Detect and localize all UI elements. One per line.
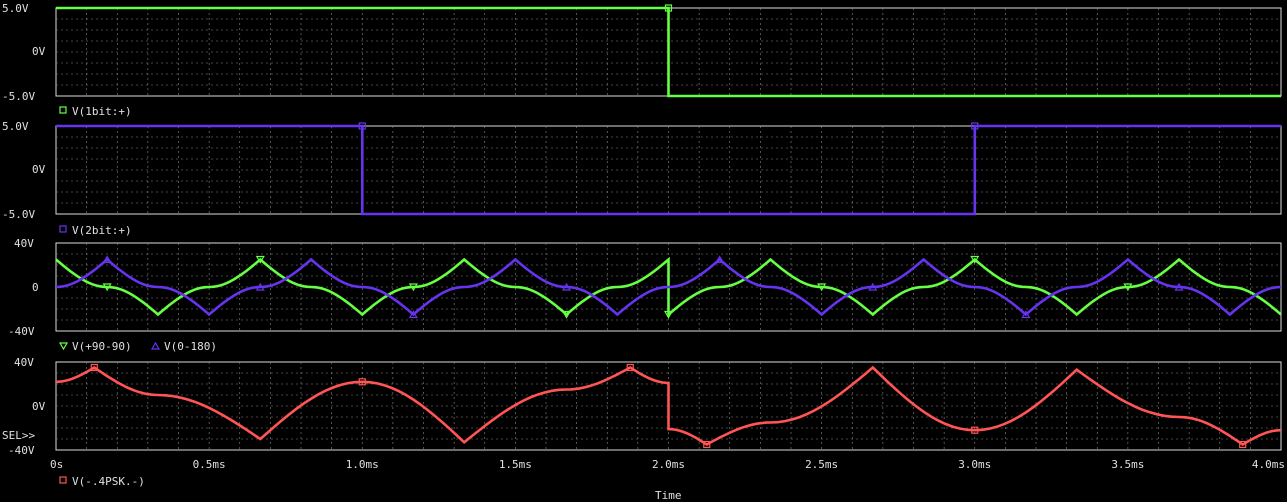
legend-label: V(2bit:+) xyxy=(72,224,132,237)
data-marker xyxy=(970,255,980,264)
data-marker xyxy=(703,440,711,449)
data-marker xyxy=(971,122,979,130)
y-tick-label: 0V xyxy=(32,45,46,58)
data-marker xyxy=(1123,283,1133,292)
legend-label: V(-.4PSK.-) xyxy=(72,475,145,488)
data-marker xyxy=(102,255,112,264)
y-tick-label: 0V xyxy=(32,400,46,413)
legend-entry: V(0-180) xyxy=(150,340,217,353)
series-line xyxy=(55,365,1282,447)
x-tick-label: 2.0ms xyxy=(652,458,685,471)
panel-2bit: 5.0V 0V -5.0V V(2bit:+) xyxy=(2,120,1282,237)
data-marker xyxy=(408,283,418,292)
x-axis-label: Time xyxy=(655,489,682,502)
legend-label: V(0-180) xyxy=(164,340,217,353)
x-tick-label: 0.5ms xyxy=(193,458,226,471)
legend-label: V(1bit:+) xyxy=(72,105,132,118)
x-tick-label: 2.5ms xyxy=(805,458,838,471)
x-tick-label: 1.5ms xyxy=(499,458,532,471)
y-tick-label: -40V xyxy=(8,444,35,457)
data-marker xyxy=(561,282,572,291)
y-tick-label: -5.0V xyxy=(2,90,35,103)
y-tick-label: -5.0V xyxy=(2,208,35,221)
square-marker-icon xyxy=(59,476,67,484)
panel-4psk: 40V 0V SEL>> -40V V(-.4PSK.-) xyxy=(2,356,1282,488)
y-tick-label: 40V xyxy=(14,237,34,250)
series-line xyxy=(56,6,1281,98)
legend-entry: V(2bit:+) xyxy=(59,224,132,237)
legend-entry: V(1bit:+) xyxy=(59,105,132,118)
x-tick-label: 3.0ms xyxy=(958,458,991,471)
data-marker xyxy=(1239,440,1247,449)
data-marker xyxy=(561,310,572,319)
data-marker xyxy=(1021,310,1031,319)
square-marker-icon xyxy=(59,106,67,114)
legend-entry: V(-.4PSK.-) xyxy=(59,475,145,488)
y-tick-label: -40V xyxy=(8,325,35,338)
data-marker xyxy=(868,282,878,291)
x-tick-label: 4.0ms xyxy=(1252,458,1285,471)
series-line xyxy=(55,257,1282,317)
data-marker xyxy=(715,255,725,264)
y-tick-label: 5.0V xyxy=(2,120,29,133)
legend-label: V(+90-90) xyxy=(72,340,132,353)
y-tick-label: 40V xyxy=(14,356,34,369)
data-marker xyxy=(817,283,827,292)
data-marker xyxy=(626,363,634,372)
selector-label[interactable]: SEL>> xyxy=(2,429,35,442)
y-tick-label: 0V xyxy=(32,163,46,176)
data-marker xyxy=(255,255,265,264)
data-marker xyxy=(664,4,673,12)
data-marker xyxy=(663,310,674,319)
x-tick-label: 1.0ms xyxy=(346,458,379,471)
triangle-down-marker-icon xyxy=(58,342,69,351)
x-tick-label: 0s xyxy=(50,458,63,471)
panel-1bit: 5.0V 0V -5.0V V(1bit:+) xyxy=(2,2,1282,118)
triangle-up-marker-icon xyxy=(150,341,161,350)
data-marker xyxy=(102,283,112,292)
data-marker xyxy=(358,122,366,130)
data-marker xyxy=(1174,282,1184,291)
square-marker-icon xyxy=(59,225,67,233)
x-axis: 0s 0.5ms 1.0ms 1.5ms 2.0ms 2.5ms 3.0ms 3.5ms 4.0… xyxy=(50,458,1285,471)
series-line xyxy=(56,124,1281,216)
y-tick-label: 0 xyxy=(32,281,39,294)
x-tick-label: 3.5ms xyxy=(1111,458,1144,471)
data-marker xyxy=(971,426,979,434)
data-marker xyxy=(358,378,366,386)
data-marker xyxy=(408,310,418,319)
y-tick-label: 5.0V xyxy=(2,2,29,15)
data-marker xyxy=(255,282,265,291)
data-marker xyxy=(90,363,98,372)
panel-carriers: 40V 0 -40V V(+90-90) V(0-180) xyxy=(8,237,1282,353)
legend-entry: V(+90-90) xyxy=(58,340,132,353)
